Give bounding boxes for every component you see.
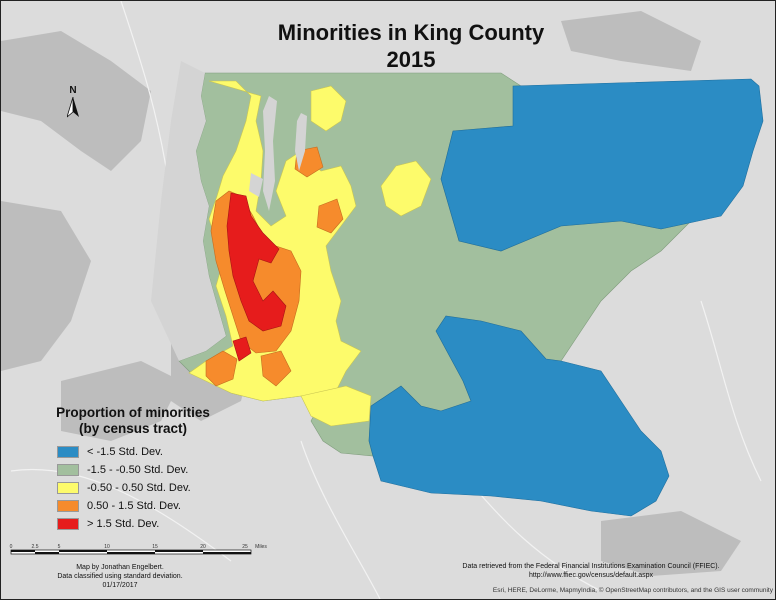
county-tracts-red[interactable] [226,192,287,332]
basemap-water [1,11,741,576]
legend-swatch-blue [57,446,79,458]
legend-label: > 1.5 Std. Dev. [87,518,160,530]
county-tracts-red-south[interactable] [232,336,252,362]
scale-unit: Miles [255,544,267,550]
credit-author: Map by Jonathan Engelbert. [76,564,164,571]
source-url[interactable]: http://www.ffiec.gov/census/default.aspx [529,572,653,579]
data-source: Data retrieved from the Federal Financia… [433,562,749,580]
map-title-line2: 2015 [386,47,436,72]
legend: Proportion of minorities (by census trac… [41,405,225,530]
scale-tick-10: 10 [104,544,110,550]
legend-item-neg-0-5-to-0-5: -0.50 - 0.50 Std. Dev. [57,481,191,495]
county-tracts-orange-east[interactable] [316,198,344,234]
source-line1: Data retrieved from the Federal Financia… [462,563,720,570]
map-title: Minorities in King County 2015 [201,19,621,73]
legend-swatch-red [57,518,79,530]
legend-label: 0.50 - 1.5 Std. Dev. [87,500,181,512]
legend-item-0-5-to-1-5: 0.50 - 1.5 Std. Dev. [57,499,181,513]
legend-item-above-1-5: > 1.5 Std. Dev. [57,517,159,531]
map-credits: Map by Jonathan Engelbert. Data classifi… [31,563,209,590]
county-tracts-blue-south[interactable] [368,315,670,517]
lakes [151,61,307,361]
legend-swatch-yellow [57,482,79,494]
scale-tick-20: 20 [200,544,206,550]
scale-tick-2-5: 2.5 [31,544,39,550]
map-title-line1: Minorities in King County [277,20,545,45]
legend-label: < -1.5 Std. Dev. [87,446,163,458]
legend-title-line2: (by census tract) [78,421,188,436]
basemap-attribution: Esri, HERE, DeLorme, MapmyIndia, © OpenS… [492,587,773,594]
county-tracts-yellow-east[interactable] [380,160,432,217]
legend-label: -0.50 - 0.50 Std. Dev. [87,482,191,494]
scale-tick-15: 15 [152,544,158,550]
scale-tick-25: 25 [242,544,248,550]
county-tracts-blue-north[interactable] [440,78,764,252]
county-tracts-yellow-north[interactable] [310,85,347,132]
legend-swatch-green [57,464,79,476]
county-tracts-orange-west[interactable] [205,350,238,387]
north-arrow-label: N [69,85,77,96]
legend-item-neg-1-5-to-neg-0-5: -1.5 - -0.50 Std. Dev. [57,463,188,477]
scale-tick-5: 5 [57,544,61,550]
north-arrow-icon [67,97,79,118]
legend-label: -1.5 - -0.50 Std. Dev. [87,464,189,476]
scale-bar-graphic [10,549,252,555]
credit-date: 01/17/2017 [102,582,138,589]
legend-title-line1: Proportion of minorities [56,405,210,420]
credit-method: Data classified using standard deviation… [57,573,183,580]
county-tracts-orange-south[interactable] [260,350,292,387]
legend-item-below-neg-1-5: < -1.5 Std. Dev. [57,445,163,459]
county-tracts-yellow-south[interactable] [300,385,372,427]
legend-swatch-orange [57,500,79,512]
county-tracts-yellow[interactable] [188,80,362,402]
scale-tick-0: 0 [9,544,13,550]
